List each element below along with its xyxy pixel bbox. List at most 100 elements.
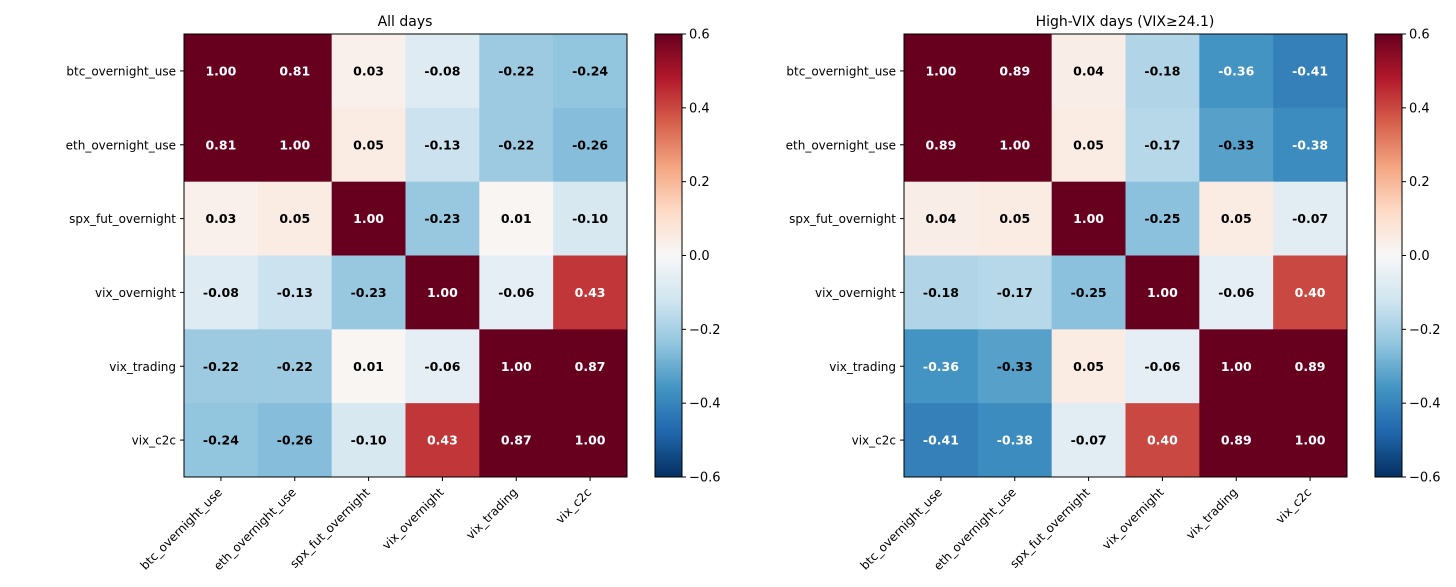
heatmap-cell [257, 107, 333, 183]
y-tick-label: vix_overnight [95, 286, 176, 300]
heatmap-cell [1199, 403, 1274, 478]
cell-value-label: -0.08 [203, 285, 239, 300]
cell-value-label: -0.38 [997, 433, 1033, 448]
colorbar-tick-label: −0.6 [689, 471, 721, 486]
heatmap-cell [184, 329, 259, 404]
y-tick-label: eth_overnight_use [66, 138, 176, 152]
cell-value-label: 0.05 [353, 137, 384, 152]
colorbar-tick-label: 0.2 [689, 175, 710, 190]
heatmap-cell [977, 329, 1053, 404]
x-tick-label: btc_overnight_use [138, 485, 225, 572]
heatmap-cell [904, 107, 979, 183]
x-tick-label: eth_overnight_use [931, 485, 1019, 573]
x-tick-label: btc_overnight_use [858, 485, 945, 572]
cell-value-label: -0.06 [1218, 285, 1254, 300]
heatmap-cell [553, 181, 628, 256]
heatmap-cell [553, 255, 628, 330]
colorbar-tick-label: 0.4 [1409, 101, 1430, 116]
colorbar-tick-label: −0.4 [689, 397, 721, 412]
cell-value-label: 0.89 [999, 63, 1030, 78]
cell-value-label: 1.00 [353, 211, 384, 226]
heatmap-cell [479, 181, 554, 256]
cell-value-label: 0.89 [1221, 433, 1252, 448]
x-tick-label: vix_overnight [1099, 485, 1166, 552]
cell-value-label: 1.00 [279, 137, 310, 152]
heatmap-cell [1051, 255, 1126, 330]
cell-value-label: 1.00 [1073, 211, 1104, 226]
cell-value-label: 1.00 [575, 433, 606, 448]
cell-value-label: 0.03 [353, 63, 384, 78]
heatmap-cell [977, 107, 1053, 183]
cell-value-label: -0.06 [1144, 359, 1180, 374]
heatmap-cell [184, 181, 259, 256]
heatmap-cell [977, 403, 1053, 478]
cell-value-label: -0.08 [424, 63, 460, 78]
cell-value-label: 0.81 [205, 137, 236, 152]
cell-value-label: -0.22 [498, 63, 534, 78]
heatmap-cell [1051, 181, 1126, 256]
heatmap-cell [904, 255, 979, 330]
cell-value-label: 0.05 [1221, 211, 1252, 226]
heatmap-cell [1125, 107, 1200, 183]
cell-value-label: -0.26 [572, 137, 608, 152]
plot-frame [903, 33, 1348, 478]
plot-frame [183, 33, 628, 478]
heatmap-cell [257, 329, 333, 404]
cell-value-label: -0.18 [923, 285, 959, 300]
heatmap-cell [405, 34, 480, 109]
cell-value-label: -0.36 [923, 359, 959, 374]
heatmap-cell [405, 255, 480, 330]
heatmap-cell [479, 34, 554, 109]
heatmap-cell [184, 107, 259, 183]
cell-value-label: -0.07 [1071, 433, 1107, 448]
heatmap-cell [331, 329, 406, 404]
cell-value-label: 0.01 [353, 359, 384, 374]
colorbar-tick-label: 0.6 [1409, 28, 1430, 43]
heatmap-cell [1273, 255, 1348, 330]
y-tick-label: btc_overnight_use [786, 64, 896, 78]
heatmap-cell [331, 34, 406, 109]
colorbar-tick-label: −0.2 [1409, 323, 1441, 338]
heatmap-cell [1273, 107, 1348, 183]
y-tick-label: spx_fut_overnight [789, 212, 896, 226]
cell-value-label: -0.26 [277, 433, 313, 448]
chart-title: All days [378, 14, 433, 30]
cell-value-label: -0.23 [424, 211, 460, 226]
heatmap-cell [1199, 107, 1274, 183]
heatmap-cell [1125, 34, 1200, 109]
colorbar-tick-label: 0.2 [1409, 175, 1430, 190]
cell-value-label: -0.07 [1292, 211, 1328, 226]
cell-value-label: -0.22 [203, 359, 239, 374]
heatmap-cell [1051, 403, 1126, 478]
cell-value-label: -0.24 [572, 63, 608, 78]
cell-value-label: 0.04 [925, 211, 956, 226]
cell-value-label: 0.89 [925, 137, 956, 152]
heatmap-cell [331, 107, 406, 183]
cell-value-label: 0.01 [501, 211, 532, 226]
heatmap-cell [977, 181, 1053, 256]
heatmap-cell [1273, 34, 1348, 109]
heatmap-cell [479, 403, 554, 478]
cell-value-label: -0.17 [997, 285, 1033, 300]
cell-value-label: 1.00 [501, 359, 532, 374]
cell-value-label: -0.38 [1292, 137, 1328, 152]
cell-value-label: -0.17 [1144, 137, 1180, 152]
cell-value-label: 1.00 [205, 63, 236, 78]
chart-title: High-VIX days (VIX≥24.1) [1036, 14, 1215, 30]
y-tick-label: spx_fut_overnight [69, 212, 176, 226]
cell-value-label: 1.00 [925, 63, 956, 78]
cell-value-label: 1.00 [427, 285, 458, 300]
cell-value-label: 0.43 [575, 285, 606, 300]
heatmap-cell [331, 403, 406, 478]
cell-value-label: 1.00 [1147, 285, 1178, 300]
cell-value-label: 0.05 [999, 211, 1030, 226]
cell-value-label: 1.00 [999, 137, 1030, 152]
cell-value-label: 0.43 [427, 433, 458, 448]
heatmap-cell [257, 403, 333, 478]
heatmap-cell [1125, 181, 1200, 256]
x-tick-label: vix_overnight [379, 485, 446, 552]
heatmap-cell [553, 329, 628, 404]
cell-value-label: -0.06 [498, 285, 534, 300]
cell-value-label: 1.00 [1221, 359, 1252, 374]
